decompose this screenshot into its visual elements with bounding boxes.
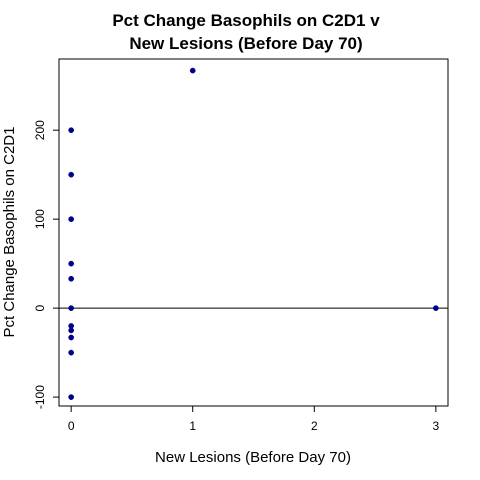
data-point (68, 305, 75, 311)
plot-frame (58, 58, 449, 407)
data-point (68, 394, 75, 400)
y-axis: -100 0 100 200 (33, 120, 59, 409)
chart-title-line2: New Lesions (Before Day 70) (129, 34, 362, 53)
data-point (68, 171, 75, 178)
y-tick-label: 0 (33, 304, 47, 311)
x-tick-label: 3 (433, 419, 440, 433)
x-tick-label: 1 (189, 419, 196, 433)
data-point (68, 216, 75, 223)
data-point (68, 127, 75, 134)
x-tick-label: 0 (68, 419, 75, 433)
data-point (68, 260, 75, 267)
y-tick-label: 200 (33, 120, 47, 140)
data-points (68, 67, 439, 400)
data-point (189, 67, 196, 74)
data-point (68, 275, 75, 282)
x-axis-label: New Lesions (Before Day 70) (155, 449, 351, 466)
x-axis: 0 1 2 3 (68, 406, 440, 433)
y-tick-label: 100 (33, 209, 47, 229)
x-tick-label: 2 (311, 419, 318, 433)
data-point (68, 327, 75, 334)
y-tick-label: -100 (33, 385, 47, 409)
chart-title-line1: Pct Change Basophils on C2D1 v (112, 11, 380, 30)
y-axis-label: Pct Change Basophils on C2D1 (1, 127, 18, 338)
data-point (68, 334, 75, 341)
data-point (432, 305, 439, 311)
data-point (68, 349, 75, 356)
